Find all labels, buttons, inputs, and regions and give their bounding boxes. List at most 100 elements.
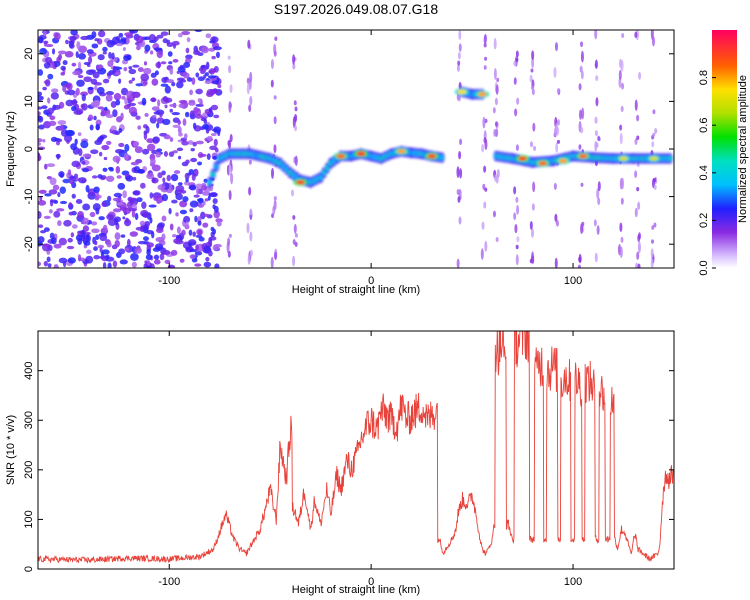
noise-blob	[38, 69, 44, 76]
noise-streak	[531, 56, 535, 69]
noise-blob	[113, 208, 119, 213]
noise-blob	[105, 94, 113, 102]
noise-blob	[164, 85, 171, 94]
noise-streak	[594, 140, 598, 152]
noise-streak	[456, 64, 460, 72]
noise-blob	[211, 80, 220, 85]
noise-blob	[124, 143, 130, 152]
ridge-core	[207, 179, 213, 186]
noise-blob	[53, 243, 62, 249]
noise-blob	[48, 189, 58, 195]
spectrogram-x-label: Height of straight line (km)	[292, 284, 420, 296]
noise-blob	[161, 233, 166, 241]
x-tick-label: 100	[564, 576, 582, 588]
noise-blob	[47, 107, 54, 115]
noise-blob	[95, 123, 101, 131]
noise-streak	[515, 50, 519, 58]
noise-blob	[38, 153, 41, 161]
noise-blob	[94, 139, 102, 146]
noise-streak	[494, 97, 498, 106]
noise-blob	[62, 60, 68, 66]
noise-blob	[189, 200, 199, 208]
noise-blob	[175, 212, 179, 217]
noise-blob	[135, 115, 141, 120]
noise-streak	[459, 138, 463, 146]
noise-blob	[161, 170, 166, 176]
noise-streak	[531, 255, 535, 264]
noise-blob	[198, 197, 204, 204]
colorbar-label: Normalized spectral amplitude	[737, 75, 749, 223]
noise-blob	[123, 66, 128, 72]
noise-blob	[67, 169, 72, 176]
noise-streak	[292, 255, 296, 267]
noise-blob	[197, 98, 202, 103]
noise-blob	[130, 161, 139, 166]
noise-blob	[53, 104, 61, 110]
noise-blob	[151, 78, 159, 86]
noise-blob	[97, 106, 104, 110]
noise-blob	[106, 175, 115, 182]
noise-blob	[71, 160, 81, 168]
noise-blob	[97, 30, 106, 38]
noise-streak	[580, 223, 584, 235]
noise-blob	[93, 82, 103, 86]
noise-blob	[160, 31, 169, 36]
noise-streak	[532, 122, 536, 132]
noise-blob	[172, 150, 179, 154]
y-tick-label: 200	[23, 461, 35, 479]
noise-streak	[553, 182, 557, 190]
spectral-peak	[356, 151, 366, 156]
noise-blob	[112, 109, 118, 118]
noise-streak	[226, 241, 230, 254]
noise-streak	[515, 57, 519, 62]
noise-streak	[530, 228, 534, 238]
ridge-core	[667, 155, 673, 162]
y-tick-label: 400	[23, 361, 35, 379]
noise-streak	[495, 84, 499, 95]
noise-blob	[92, 203, 101, 211]
noise-blob	[94, 85, 98, 91]
noise-blob	[126, 90, 135, 99]
noise-blob	[197, 220, 202, 226]
noise-streak	[292, 54, 296, 65]
spectrogram-y-label: Frequency (Hz)	[5, 111, 17, 187]
spectral-peak	[396, 149, 406, 154]
noise-blob	[57, 50, 67, 55]
noise-streak	[514, 108, 518, 117]
noise-streak	[249, 71, 253, 83]
noise-blob	[53, 264, 59, 268]
noise-blob	[78, 45, 88, 53]
spectrogram-x-ticks: -100 0 100	[158, 30, 582, 287]
noise-blob	[204, 72, 210, 77]
noise-blob	[185, 47, 190, 54]
noise-blob	[58, 171, 65, 178]
noise-blob	[46, 256, 51, 263]
noise-blob	[38, 261, 42, 267]
noise-blob	[136, 197, 143, 203]
noise-blob	[172, 59, 179, 63]
noise-blob	[62, 85, 67, 92]
noise-streak	[294, 125, 298, 132]
noise-streak	[515, 196, 519, 203]
noise-blob	[153, 254, 160, 260]
noise-blob	[114, 239, 120, 248]
noise-blob	[131, 210, 136, 218]
noise-streak	[619, 132, 623, 145]
noise-blob	[205, 256, 210, 262]
noise-blob	[114, 71, 121, 76]
spectral-peak	[295, 180, 305, 185]
noise-streak	[248, 159, 252, 165]
noise-blob	[112, 155, 121, 163]
noise-blob	[110, 125, 117, 132]
noise-blob	[134, 212, 139, 221]
spectral-peak	[457, 89, 467, 95]
noise-blob	[159, 253, 165, 261]
noise-blob	[115, 43, 123, 47]
noise-blob	[159, 112, 163, 118]
noise-blob	[77, 132, 82, 137]
noise-blob	[194, 263, 202, 267]
noise-blob	[145, 254, 153, 261]
noise-blob	[110, 100, 117, 108]
noise-blob	[156, 200, 161, 204]
